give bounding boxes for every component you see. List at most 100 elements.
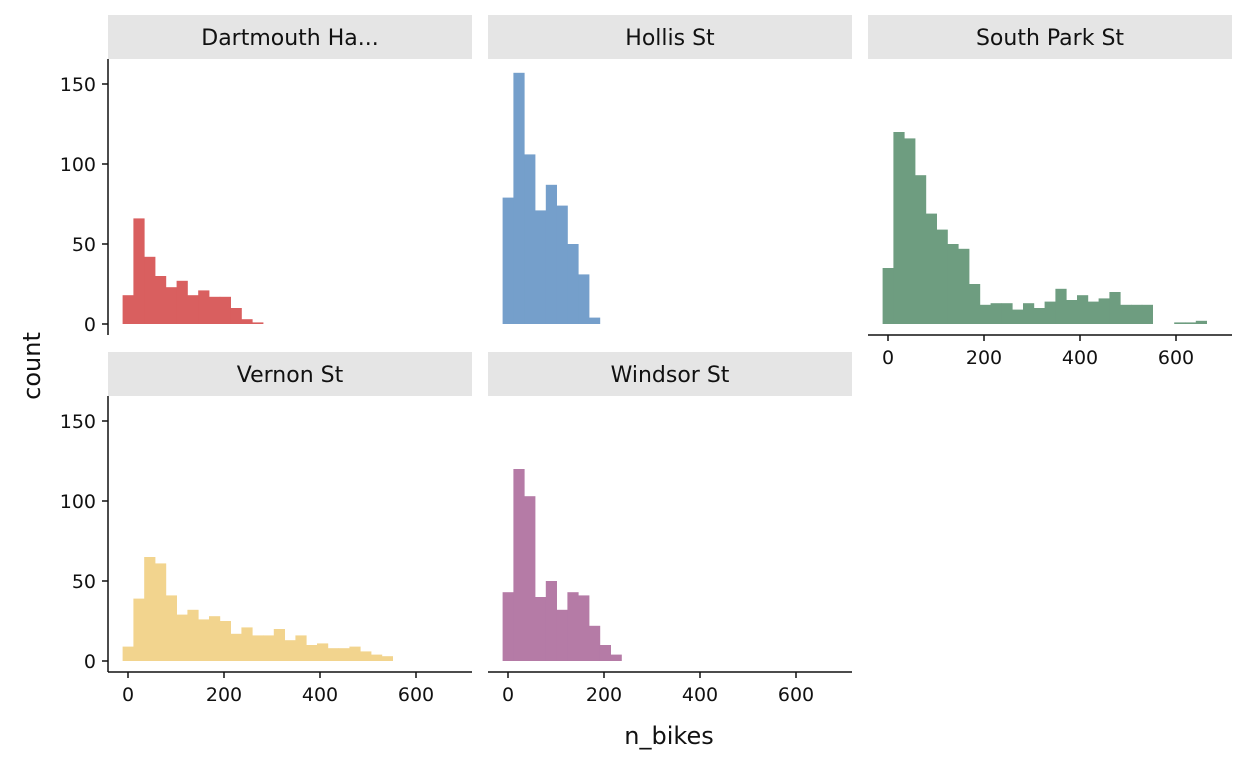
y-tick-label: 0 (84, 314, 96, 336)
x-tick-label: 200 (206, 684, 242, 706)
histogram-bar (1087, 301, 1099, 324)
histogram-bar (893, 132, 905, 324)
histogram-bar (524, 154, 536, 324)
histogram-bar (360, 651, 372, 661)
histogram-bar (1131, 304, 1143, 324)
histogram-bar (1141, 304, 1153, 324)
histogram-bar (578, 595, 590, 661)
strip-background (488, 352, 852, 396)
histogram-bar (198, 619, 210, 661)
y-axis-title: count (18, 332, 46, 400)
histogram-bar (327, 648, 339, 661)
histogram-bar (535, 210, 547, 324)
x-axis-title: n_bikes (624, 722, 713, 750)
y-tick-label: 150 (60, 74, 96, 96)
histogram-bar (133, 218, 145, 324)
histogram-bar (545, 581, 557, 661)
x-tick-label: 0 (882, 347, 894, 369)
x-tick-label: 400 (302, 684, 338, 706)
histogram-bar (1098, 298, 1110, 324)
y-tick-label: 0 (84, 651, 96, 673)
histogram-bar (990, 303, 1002, 324)
histogram-bar (230, 308, 242, 324)
histogram-bar (1033, 308, 1045, 324)
histogram-bar (1055, 288, 1067, 324)
x-tick-label: 200 (966, 347, 1002, 369)
histogram-bar (144, 256, 156, 324)
histogram-bar (176, 280, 188, 324)
histogram-bar (263, 635, 275, 661)
x-tick-label: 0 (122, 684, 134, 706)
histogram-bar (1066, 300, 1078, 324)
histogram-bar (936, 229, 948, 324)
histogram-bar (524, 496, 536, 661)
y-tick-label: 150 (60, 411, 96, 433)
histogram-bar (187, 295, 199, 324)
histogram-bar (155, 276, 167, 324)
histogram-bar (1044, 301, 1056, 324)
strip-background (488, 15, 852, 59)
histogram-bar (165, 595, 177, 661)
facet-panel-dartmouth-ha: Dartmouth Ha... 0 50 100 150 (60, 15, 472, 336)
x-tick-label: 600 (778, 684, 814, 706)
x-tick-label: 400 (1062, 347, 1098, 369)
histogram-bar (1023, 303, 1035, 324)
histogram-bar (241, 319, 253, 324)
y-tick-label: 50 (72, 234, 96, 256)
facet-panel-vernon-st: Vernon St 0 50 100 150 0 200 400 600 (60, 352, 472, 706)
histogram-bar (176, 614, 188, 661)
x-tick-label: 200 (586, 684, 622, 706)
histogram-bar (252, 322, 264, 324)
histogram-bar (165, 287, 177, 324)
histogram-bar (1174, 322, 1186, 324)
facet-panel-hollis-st: Hollis St (488, 15, 852, 324)
histogram-bar (535, 597, 547, 661)
histogram-bar (1077, 295, 1089, 324)
histogram-bar (273, 629, 285, 661)
histogram-bar (1185, 322, 1197, 324)
histogram-bar (187, 609, 199, 661)
strip-label: South Park St (976, 26, 1124, 51)
strip-label: Hollis St (625, 26, 715, 51)
histogram-bar (556, 609, 568, 661)
histogram-bar (556, 205, 568, 324)
histogram-bar (381, 656, 393, 661)
histogram-bar (502, 592, 514, 661)
histogram-bar (947, 244, 959, 324)
y-tick-label: 100 (60, 491, 96, 513)
histogram-bar (230, 633, 242, 661)
facet-panel-windsor-st: Windsor St 0 200 400 600 (488, 352, 852, 706)
histogram-bar (513, 72, 525, 324)
histogram-bar (1195, 320, 1207, 324)
strip-background (868, 15, 1232, 59)
histogram-bar (513, 469, 525, 661)
histogram-bar (209, 616, 221, 661)
histogram-bar (338, 648, 350, 661)
histogram-bar (599, 645, 611, 661)
histogram-bar (1012, 309, 1024, 324)
histogram-bar (209, 296, 221, 324)
y-tick-label: 50 (72, 571, 96, 593)
histogram-bar (122, 295, 134, 324)
histogram-bar (904, 138, 916, 324)
histogram-bar (295, 635, 307, 661)
x-tick-label: 400 (682, 684, 718, 706)
x-tick-label: 0 (502, 684, 514, 706)
histogram-bar (589, 317, 601, 324)
histogram-bar (882, 268, 894, 324)
histogram-bar (155, 563, 167, 661)
histogram-bar (578, 274, 590, 324)
histogram-bar (925, 213, 937, 324)
histogram-bar (349, 646, 361, 661)
histogram-bar (979, 304, 991, 324)
histogram-bar (969, 284, 981, 324)
histogram-bar (1109, 292, 1121, 324)
strip-label: Dartmouth Ha... (201, 26, 379, 51)
x-tick-label: 600 (398, 684, 434, 706)
histogram-bar (144, 557, 156, 661)
histogram-bar (610, 654, 622, 661)
facet-panel-south-park-st: South Park St 0 200 400 600 (868, 15, 1232, 369)
strip-background (108, 352, 472, 396)
histogram-bar (545, 184, 557, 324)
